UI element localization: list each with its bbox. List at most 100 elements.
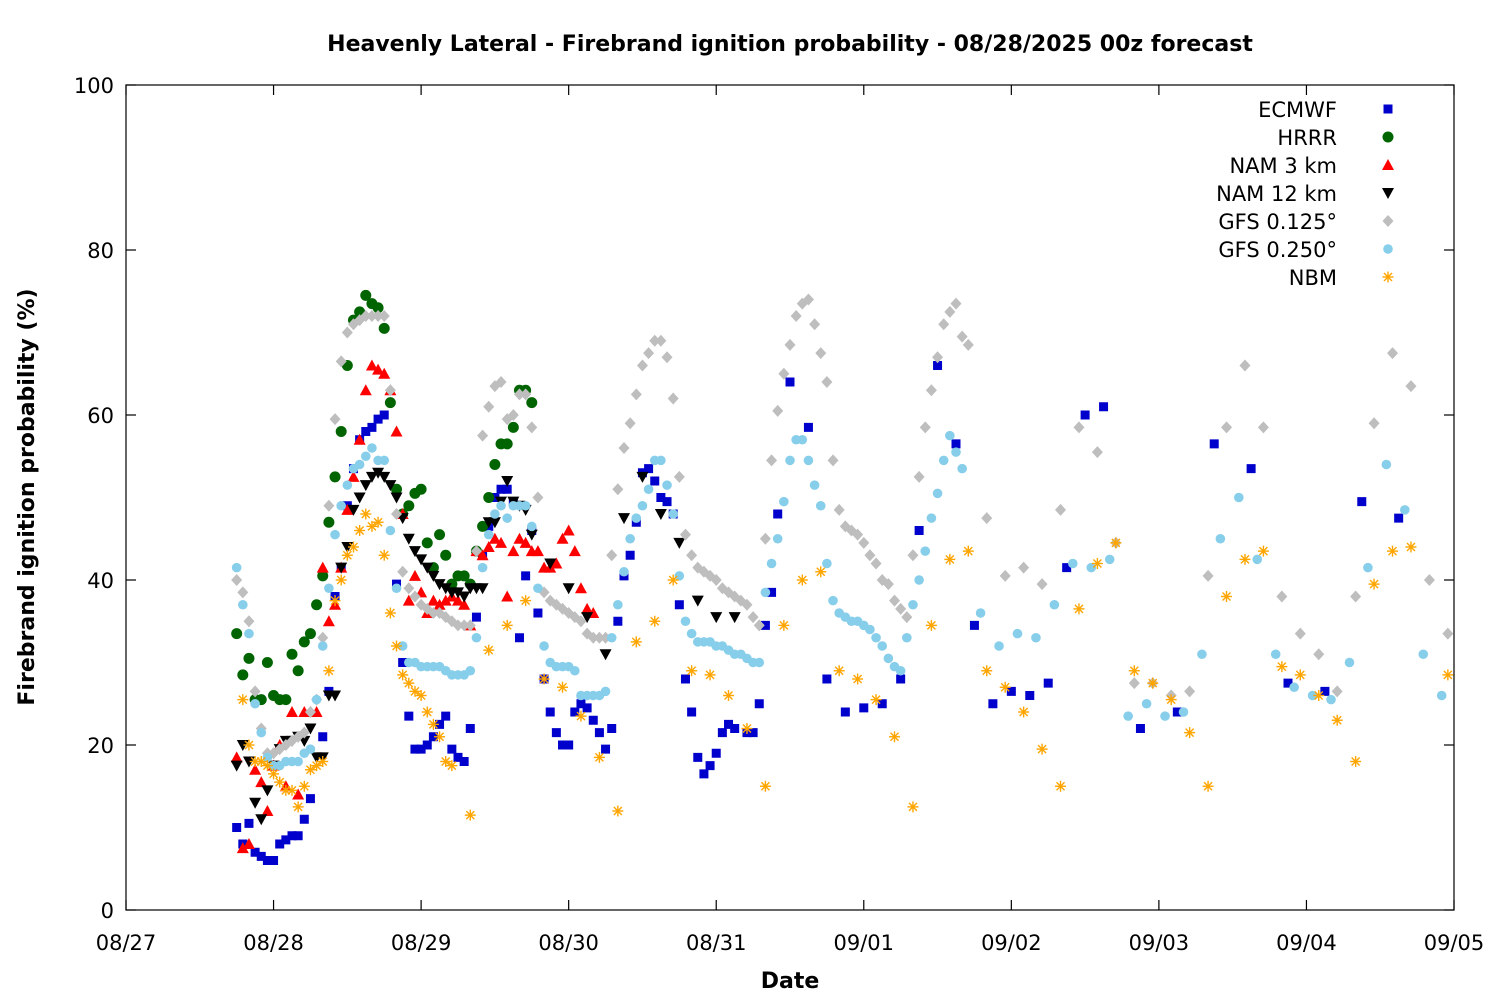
data-point bbox=[489, 459, 501, 470]
data-point bbox=[531, 545, 544, 557]
data-point-stroke bbox=[262, 761, 272, 771]
data-point bbox=[379, 410, 389, 420]
data-point bbox=[710, 574, 722, 586]
data-point bbox=[1368, 417, 1380, 430]
data-point-stroke bbox=[1166, 695, 1176, 705]
data-point bbox=[759, 780, 771, 792]
data-point bbox=[643, 484, 654, 495]
data-point bbox=[699, 769, 709, 779]
data-point bbox=[710, 612, 723, 624]
data-point bbox=[244, 818, 254, 828]
data-point-stroke bbox=[945, 554, 955, 564]
data-point bbox=[459, 757, 469, 766]
legend-label: GFS 0.125° bbox=[1218, 210, 1337, 234]
data-point bbox=[654, 509, 667, 520]
data-point bbox=[1110, 537, 1122, 549]
data-point-stroke bbox=[521, 596, 531, 606]
data-point bbox=[1326, 694, 1336, 705]
data-point bbox=[305, 744, 316, 754]
data-point bbox=[625, 550, 635, 560]
data-point bbox=[409, 685, 421, 697]
data-point bbox=[1270, 649, 1281, 660]
data-point bbox=[1320, 686, 1330, 696]
data-point bbox=[286, 648, 298, 660]
data-point bbox=[767, 587, 777, 597]
chart-title: Heavenly Lateral - Firebrand ignition pr… bbox=[327, 32, 1253, 57]
data-points bbox=[230, 289, 1454, 865]
data-point bbox=[724, 719, 734, 729]
data-point bbox=[568, 545, 581, 557]
legend-marker bbox=[1382, 131, 1394, 143]
data-point-stroke bbox=[287, 785, 297, 795]
data-point bbox=[1043, 678, 1053, 688]
data-point bbox=[249, 685, 261, 698]
data-point bbox=[520, 595, 532, 607]
data-point-stroke bbox=[416, 691, 426, 700]
data-point bbox=[1036, 578, 1048, 591]
data-point bbox=[404, 711, 414, 721]
data-point bbox=[790, 310, 802, 322]
data-point bbox=[889, 594, 901, 607]
data-point bbox=[902, 632, 912, 643]
data-point bbox=[311, 694, 322, 705]
data-point bbox=[625, 533, 635, 544]
data-point bbox=[391, 508, 403, 520]
data-point bbox=[1442, 627, 1454, 640]
data-point bbox=[323, 665, 335, 677]
data-point bbox=[322, 615, 335, 627]
data-point bbox=[668, 509, 678, 519]
data-point bbox=[656, 455, 666, 466]
data-point-stroke bbox=[1056, 781, 1066, 791]
data-point bbox=[385, 525, 396, 536]
data-point bbox=[391, 583, 402, 594]
data-point-stroke bbox=[724, 691, 734, 700]
data-point bbox=[933, 361, 943, 370]
data-point bbox=[256, 727, 267, 738]
data-point bbox=[496, 484, 506, 494]
data-point bbox=[526, 421, 538, 434]
data-point bbox=[619, 566, 629, 577]
data-point bbox=[471, 612, 481, 622]
data-point bbox=[292, 665, 304, 677]
data-point bbox=[384, 607, 396, 619]
data-point bbox=[1055, 780, 1067, 792]
data-point bbox=[574, 582, 587, 594]
legend-marker bbox=[1382, 271, 1394, 283]
data-point bbox=[507, 421, 519, 433]
data-point bbox=[1357, 497, 1367, 507]
data-point bbox=[242, 838, 255, 849]
data-point bbox=[255, 814, 268, 826]
data-point bbox=[575, 615, 587, 628]
data-point bbox=[378, 549, 390, 561]
data-point bbox=[261, 805, 274, 816]
data-point bbox=[870, 694, 882, 706]
data-point bbox=[372, 467, 385, 479]
data-point bbox=[908, 599, 918, 610]
data-point bbox=[1313, 690, 1325, 701]
data-point bbox=[951, 439, 961, 449]
data-point bbox=[760, 620, 770, 630]
data-point bbox=[705, 761, 715, 771]
data-point-stroke bbox=[1406, 542, 1416, 552]
data-point bbox=[932, 488, 943, 499]
data-point bbox=[440, 549, 452, 561]
data-point bbox=[372, 302, 384, 314]
data-point bbox=[367, 422, 377, 432]
data-point-stroke bbox=[441, 757, 451, 766]
data-point-stroke bbox=[299, 781, 309, 791]
data-point bbox=[261, 657, 273, 668]
data-point bbox=[427, 718, 439, 730]
data-point bbox=[238, 599, 248, 610]
data-point bbox=[667, 392, 679, 405]
data-point bbox=[907, 801, 919, 813]
data-point bbox=[778, 619, 790, 631]
data-point bbox=[926, 513, 937, 523]
data-point bbox=[453, 752, 463, 762]
data-point bbox=[562, 524, 575, 536]
data-point-stroke bbox=[816, 567, 826, 577]
data-point bbox=[1036, 743, 1048, 755]
data-point bbox=[495, 536, 508, 548]
data-point-stroke bbox=[797, 575, 807, 585]
data-point bbox=[1239, 553, 1251, 565]
data-point-stroke bbox=[853, 674, 863, 684]
